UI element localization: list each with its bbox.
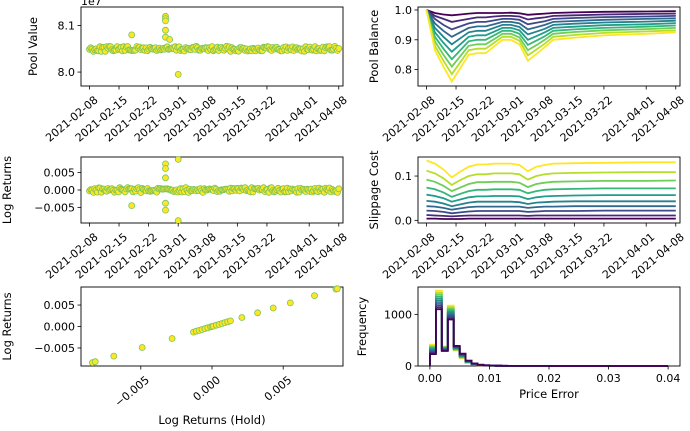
outlier-point [166,36,174,43]
y-tick-label: 0.0 [395,214,413,227]
data-point [269,304,277,312]
x-tick-label: 0.00 [418,372,443,385]
data-point [138,344,146,351]
series-line [425,9,676,31]
y-tick-label: 0.005 [44,167,76,180]
outlier-point [162,174,169,182]
series-line [426,169,676,186]
series-line [425,9,676,76]
outlier-point [162,26,169,34]
y-tick-label: −0.005 [34,201,75,214]
y-axis-label: Log Returns [0,292,14,360]
outlier-point [128,31,136,39]
plot-frame [417,286,681,367]
y-tick-label: 1.0 [395,4,413,17]
y-tick-label: 0.9 [395,34,413,47]
data-point [227,317,234,325]
x-tick-label: 0.04 [656,372,681,385]
data-points [86,12,343,78]
outlier-point [128,202,136,210]
series-line [425,9,676,46]
x-tick-label: 0.000 [191,373,223,403]
series-line [426,214,676,218]
series-line [426,209,676,215]
outlier-point [162,206,169,214]
histogram-series [429,308,669,367]
x-tick-label: 0.01 [477,372,502,385]
outlier-point [174,217,182,225]
series-line [426,9,676,17]
series-line [425,9,676,69]
data-points [89,285,341,367]
chart-price-error-histogram: 1000 0 Frequency 0.00 0.01 0.02 0.03 0.04 Price … [355,286,681,401]
x-tick-label: 0.005 [262,373,294,403]
x-axis-label: Log Returns (Hold) [158,413,265,427]
y-axis-label: Log Returns [0,156,14,224]
outlier-point [174,155,182,163]
y-tick-label: 0.000 [44,321,76,334]
data-point [286,299,294,307]
plot-frame [417,156,681,224]
series-line [426,193,676,203]
data-point [333,285,341,293]
outlier-point [162,17,169,25]
y-tick-label: 0.005 [44,299,76,312]
series-line [426,200,676,208]
y-tick-label: 0.8 [395,64,413,77]
y-tick-label: −0.005 [34,342,75,355]
y-tick-label: 8.1 [58,20,76,33]
series-line [425,9,676,61]
series-line [426,205,676,211]
series-line [425,9,676,53]
data-point [91,358,99,366]
x-tick-label: 0.02 [537,372,562,385]
data-point [311,292,318,300]
data-point [335,185,343,193]
data-point [335,45,343,52]
outlier-point [162,165,169,172]
y-tick-label: 0.1 [395,170,413,183]
data-points [86,155,343,225]
series-line [426,178,676,193]
series-line [425,9,676,38]
y-axis-label: Pool Balance [367,10,381,83]
data-point [254,309,262,317]
data-point [168,335,176,342]
data-point [238,314,246,321]
y-axis-label: Slippage Cost [367,150,381,229]
y-axis-label: Pool Value [26,17,40,76]
series-line [425,9,676,23]
y-tick-label: 0 [405,360,412,373]
plot-frame [417,6,681,87]
chart-returns-vs-hold: 0.005 0.000 −0.005 Log Returns −0.005 0.000 0.… [0,285,344,427]
data-point [110,352,118,360]
y-axis-offset-label: 1e7 [81,0,102,8]
x-tick-label: 0.03 [596,372,621,385]
x-tick-label: −0.005 [112,373,152,409]
series-line [426,186,676,198]
outlier-point [174,71,182,78]
y-axis-label: Frequency [355,297,369,357]
y-tick-label: 1000 [384,308,412,321]
series-line [426,159,676,179]
plot-frame [80,6,344,87]
y-tick-label: 8.0 [58,66,76,79]
outlier-point [162,199,169,207]
series-line [425,9,676,84]
x-axis-label: Price Error [519,387,579,401]
y-tick-label: 0.000 [44,184,76,197]
